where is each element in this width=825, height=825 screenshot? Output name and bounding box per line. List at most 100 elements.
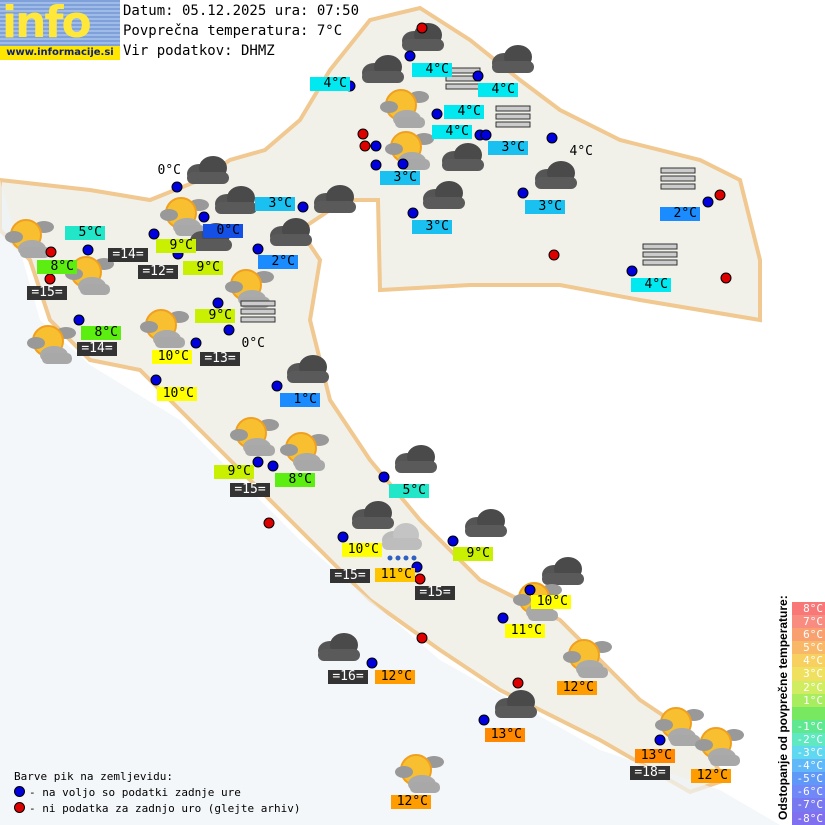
station-dot-red[interactable] xyxy=(45,246,57,258)
station-dot-blue[interactable] xyxy=(223,324,235,336)
station-temperature-label[interactable]: 2°C xyxy=(258,255,298,269)
station-temperature-label[interactable]: 11°C xyxy=(505,624,545,638)
station-dot-red[interactable] xyxy=(263,517,275,529)
sea-temperature-label[interactable]: =16= xyxy=(328,670,368,684)
sea-temperature-label[interactable]: =18= xyxy=(630,766,670,780)
station-dot-blue[interactable] xyxy=(654,734,666,746)
station-temperature-label[interactable]: 9°C xyxy=(453,547,493,561)
station-dot-blue[interactable] xyxy=(524,584,536,596)
station-temperature-label[interactable]: 9°C xyxy=(214,465,254,479)
station-dot-red[interactable] xyxy=(720,272,732,284)
station-temperature-label[interactable]: 3°C xyxy=(255,197,295,211)
station-temperature-label[interactable]: 3°C xyxy=(488,141,528,155)
sea-temperature-label[interactable]: =15= xyxy=(230,483,270,497)
sea-temperature-label[interactable]: =14= xyxy=(77,342,117,356)
station-temperature-label[interactable]: 4°C xyxy=(478,83,518,97)
station-dot-red[interactable] xyxy=(357,128,369,140)
station-dot-blue[interactable] xyxy=(73,314,85,326)
station-temperature-label[interactable]: 9°C xyxy=(195,309,235,323)
station-dot-blue[interactable] xyxy=(447,535,459,547)
station-dot-red[interactable] xyxy=(44,273,56,285)
station-dot-blue[interactable] xyxy=(212,297,224,309)
station-dot-blue[interactable] xyxy=(190,337,202,349)
station-temperature-label[interactable]: 5°C xyxy=(65,226,105,240)
station-dot-blue[interactable] xyxy=(472,70,484,82)
station-temperature-label[interactable]: 9°C xyxy=(156,239,196,253)
station-temperature-label[interactable]: 10°C xyxy=(157,387,197,401)
station-temperature-label[interactable]: 0°C xyxy=(241,336,265,351)
station-dot-blue[interactable] xyxy=(271,380,283,392)
station-temperature-label[interactable]: 4°C xyxy=(412,63,452,77)
station-dot-blue[interactable] xyxy=(626,265,638,277)
station-temperature-label[interactable]: 9°C xyxy=(183,261,223,275)
station-dot-blue[interactable] xyxy=(366,657,378,669)
station-dot-blue[interactable] xyxy=(252,243,264,255)
station-temperature-label[interactable]: 4°C xyxy=(569,144,593,159)
sea-temperature-label[interactable]: =12= xyxy=(138,265,178,279)
station-dot-red[interactable] xyxy=(416,632,428,644)
station-dot-blue[interactable] xyxy=(411,561,423,573)
station-temperature-label[interactable]: 8°C xyxy=(275,473,315,487)
station-dot-blue[interactable] xyxy=(517,187,529,199)
station-temperature-label[interactable]: 1°C xyxy=(280,393,320,407)
sea-temperature-label[interactable]: =15= xyxy=(27,286,67,300)
station-temperature-label[interactable]: 3°C xyxy=(380,171,420,185)
station-temperature-label[interactable]: 5°C xyxy=(389,484,429,498)
station-dot-red[interactable] xyxy=(416,22,428,34)
station-temperature-label[interactable]: 12°C xyxy=(375,670,415,684)
station-dot-blue[interactable] xyxy=(497,612,509,624)
station-temperature-label[interactable]: 13°C xyxy=(485,728,525,742)
logo[interactable]: info www.informacije.si xyxy=(0,0,120,60)
station-temperature-label[interactable]: 3°C xyxy=(525,200,565,214)
station-dot-blue[interactable] xyxy=(297,201,309,213)
station-dot-blue[interactable] xyxy=(478,714,490,726)
station-temperature-label[interactable]: 4°C xyxy=(432,125,472,139)
station-temperature-label[interactable]: 4°C xyxy=(631,278,671,292)
station-temperature-label[interactable]: 0°C xyxy=(157,163,181,178)
station-dot-blue[interactable] xyxy=(150,374,162,386)
station-temperature-label[interactable]: 0°C xyxy=(203,224,243,238)
station-dot-blue[interactable] xyxy=(404,50,416,62)
station-dot-blue[interactable] xyxy=(407,207,419,219)
station-dot-blue[interactable] xyxy=(82,244,94,256)
station-dot-red[interactable] xyxy=(414,573,426,585)
station-dot-red[interactable] xyxy=(714,189,726,201)
station-dot-blue[interactable] xyxy=(370,159,382,171)
station-dot-blue[interactable] xyxy=(480,129,492,141)
station-dot-blue[interactable] xyxy=(397,158,409,170)
logo-url[interactable]: www.informacije.si xyxy=(0,46,120,60)
station-temperature-label[interactable]: 10°C xyxy=(152,350,192,364)
station-temperature-label[interactable]: 11°C xyxy=(375,568,415,582)
station-dot-red[interactable] xyxy=(359,140,371,152)
station-temperature-label[interactable]: 12°C xyxy=(557,681,597,695)
station-temperature-label[interactable]: 12°C xyxy=(691,769,731,783)
station-dot-blue[interactable] xyxy=(546,132,558,144)
station-dot-blue[interactable] xyxy=(148,228,160,240)
station-temperature-label[interactable]: 10°C xyxy=(342,543,382,557)
station-dot-blue[interactable] xyxy=(252,456,264,468)
sea-temperature-label[interactable]: =13= xyxy=(200,352,240,366)
station-temperature-label[interactable]: 4°C xyxy=(310,77,350,91)
station-dot-blue[interactable] xyxy=(171,181,183,193)
station-temperature-label[interactable]: 3°C xyxy=(412,220,452,234)
station-dot-blue[interactable] xyxy=(370,140,382,152)
station-temperature-label[interactable]: 8°C xyxy=(37,260,77,274)
station-temperature-label[interactable]: 12°C xyxy=(391,795,431,809)
sea-temperature-label[interactable]: =15= xyxy=(330,569,370,583)
station-temperature-label[interactable]: 10°C xyxy=(531,595,571,609)
station-dot-red[interactable] xyxy=(512,677,524,689)
station-dot-blue[interactable] xyxy=(378,471,390,483)
station-dot-blue[interactable] xyxy=(267,460,279,472)
station-dot-blue[interactable] xyxy=(702,196,714,208)
station-dot-blue[interactable] xyxy=(431,108,443,120)
sea-temperature-label[interactable]: =14= xyxy=(108,248,148,262)
sea-temperature-label[interactable]: =15= xyxy=(415,586,455,600)
station-temperature-label[interactable]: 4°C xyxy=(444,105,484,119)
station-dot-blue[interactable] xyxy=(198,211,210,223)
station-temperature-label[interactable]: 2°C xyxy=(660,207,700,221)
station-dot-blue[interactable] xyxy=(337,531,349,543)
cloud-icon xyxy=(277,353,337,391)
station-temperature-label[interactable]: 8°C xyxy=(81,326,121,340)
station-dot-red[interactable] xyxy=(548,249,560,261)
station-temperature-label[interactable]: 13°C xyxy=(635,749,675,763)
